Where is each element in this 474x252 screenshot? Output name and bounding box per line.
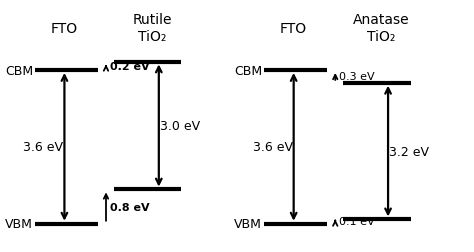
Text: 0.3 eV: 0.3 eV [339, 72, 374, 82]
Text: CBM: CBM [5, 64, 33, 77]
Text: 3.6 eV: 3.6 eV [253, 141, 292, 154]
Text: FTO: FTO [280, 22, 307, 36]
Text: Rutile
TiO₂: Rutile TiO₂ [132, 13, 172, 44]
Text: 3.0 eV: 3.0 eV [160, 119, 200, 133]
Text: VBM: VBM [5, 217, 33, 230]
Text: CBM: CBM [234, 64, 262, 77]
Text: 3.2 eV: 3.2 eV [389, 145, 429, 158]
Text: VBM: VBM [234, 217, 262, 230]
Text: 0.8 eV: 0.8 eV [109, 202, 149, 212]
Text: 0.1 eV: 0.1 eV [339, 217, 374, 227]
Text: 3.6 eV: 3.6 eV [23, 141, 64, 154]
Text: 0.2 eV: 0.2 eV [109, 61, 149, 72]
Text: Anatase
TiO₂: Anatase TiO₂ [353, 13, 410, 44]
Text: FTO: FTO [51, 22, 78, 36]
